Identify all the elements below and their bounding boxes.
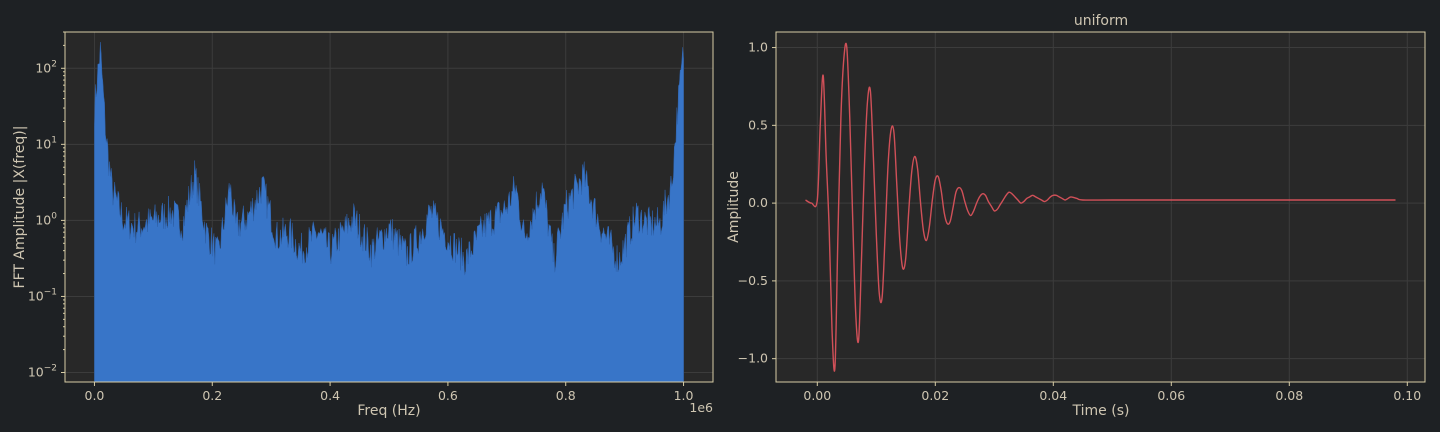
fft-x-offset-label: 1e6 — [689, 400, 713, 415]
signal-x-axis-label: Time (s) — [1072, 403, 1130, 419]
fft-x-tick-label: 0.8 — [556, 388, 576, 403]
signal-grid — [776, 32, 1425, 382]
fft-area — [94, 42, 684, 383]
fft-y-tick-exponent: −1 — [44, 287, 57, 297]
fft-x-axis-label: Freq (Hz) — [357, 403, 420, 419]
signal-y-tick-label: 1.0 — [748, 40, 768, 55]
signal-x-tick-label: 0.00 — [803, 388, 831, 403]
fft-y-tick-exponent: 0 — [51, 211, 57, 221]
signal-y-tick-label: −1.0 — [738, 351, 768, 366]
fft-y-tick-exponent: 1 — [51, 135, 57, 145]
signal-tick-labels: 0.00 0.02 0.04 0.06 0.08 0.10 −1.0 −0.5 0.0 0.5 1.… — [738, 40, 1422, 403]
signal-plot-frame — [775, 31, 1426, 383]
time-signal-plot: 0.00 0.02 0.04 0.06 0.08 0.10 −1.0 −0.5 0.0 0.5 1.… — [726, 13, 1426, 419]
signal-x-tick-label: 0.06 — [1157, 388, 1185, 403]
signal-plot-border — [775, 31, 1426, 383]
signal-line — [805, 42, 1396, 372]
signal-y-tick-label: 0.0 — [748, 195, 768, 210]
fft-x-tick-label: 1.0 — [674, 388, 694, 403]
signal-x-tick-label: 0.10 — [1393, 388, 1421, 403]
fft-spectrum-area — [94, 42, 684, 383]
signal-x-tick-label: 0.04 — [1039, 388, 1067, 403]
signal-y-tick-label: −0.5 — [738, 273, 768, 288]
fft-y-axis-label: FFT Amplitude |X(freq)| — [12, 126, 28, 289]
signal-y-axis-label: Amplitude — [726, 171, 742, 243]
fft-plot-border — [64, 31, 714, 383]
fft-y-tick-exponent: 2 — [51, 59, 57, 69]
signal-series-line — [805, 42, 1396, 372]
fft-x-tick-label: 0.2 — [202, 388, 222, 403]
signal-title: uniform — [1074, 13, 1128, 29]
signal-x-tick-label: 0.08 — [1275, 388, 1303, 403]
fft-x-tick-label: 0.6 — [438, 388, 458, 403]
signal-x-tick-label: 0.02 — [921, 388, 949, 403]
signal-y-tick-label: 0.5 — [748, 117, 768, 132]
fft-x-tick-label: 0.0 — [85, 388, 105, 403]
fft-x-tick-label: 0.4 — [320, 388, 340, 403]
fft-y-tick-exponent: −2 — [44, 363, 57, 373]
